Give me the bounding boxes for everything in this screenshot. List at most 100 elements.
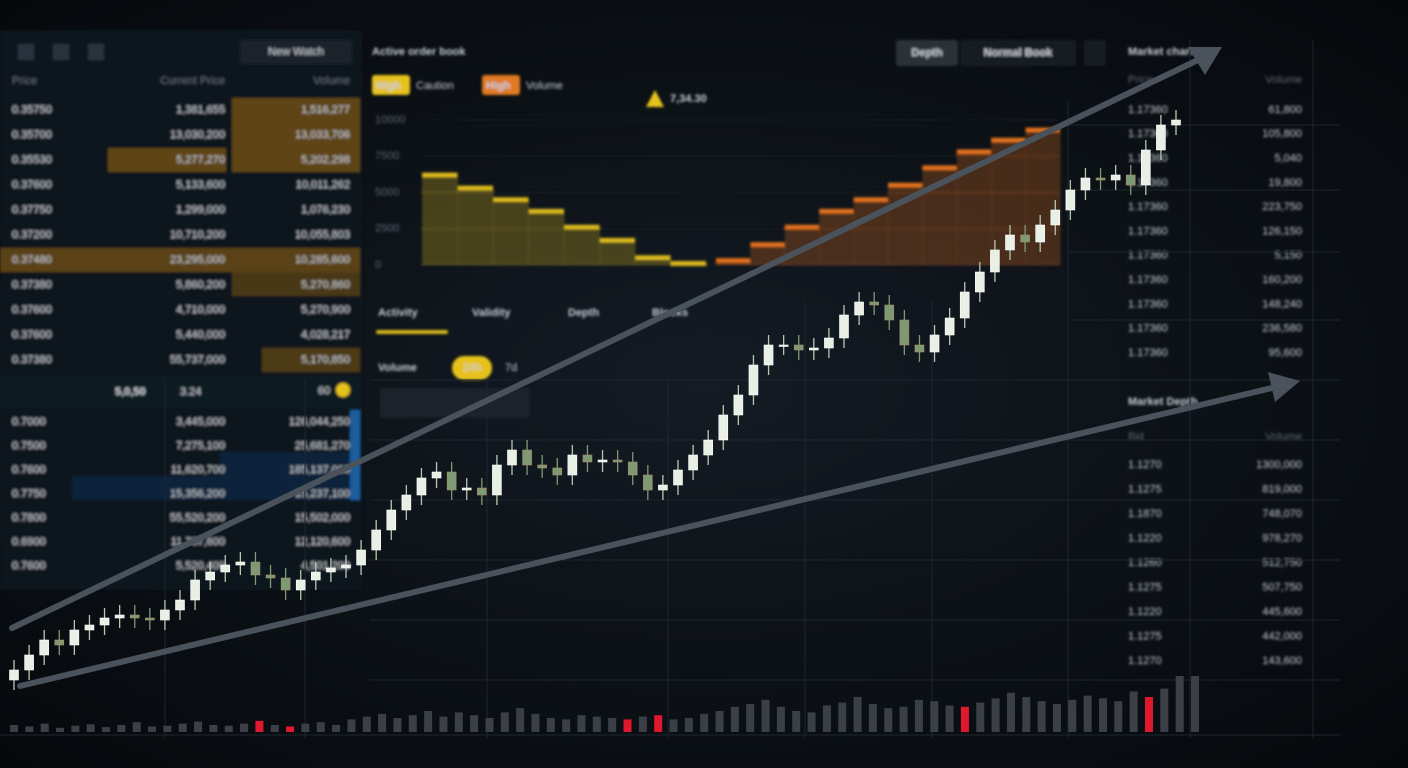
- ask-cell: 0.37380: [12, 354, 52, 366]
- tab[interactable]: Depth: [568, 307, 599, 319]
- order-book-title: Active order book: [372, 46, 466, 58]
- volume-bar: [132, 722, 141, 732]
- ask-cell: 0.37600: [12, 329, 52, 341]
- price-cell: 1.17360: [1128, 298, 1168, 310]
- bid-cell: 0.7000: [12, 416, 46, 428]
- tab[interactable]: Validity: [472, 307, 511, 319]
- legend-tag-bg: [482, 75, 520, 95]
- volume-cell: 105,800: [1262, 128, 1302, 140]
- candle-body: [703, 439, 713, 456]
- candle-body: [839, 314, 849, 339]
- volume-cell: 223,750: [1262, 201, 1302, 213]
- mid-price: 5,0,50: [115, 386, 146, 398]
- candle-body: [145, 617, 155, 621]
- bid-cell: 15,237,100: [295, 488, 350, 500]
- ask-cell: 23,295,000: [170, 254, 225, 266]
- mid-tag: 60: [318, 385, 330, 397]
- volume-bar: [1022, 697, 1031, 732]
- ask-cell: 1,299,000: [176, 204, 225, 216]
- candle-body: [929, 334, 940, 353]
- button-bg: [896, 40, 958, 66]
- volume-bar: [71, 725, 80, 732]
- icon[interactable]: [18, 44, 34, 60]
- last-price: 7,34.30: [670, 93, 707, 105]
- view-button[interactable]: Normal Book: [984, 47, 1053, 59]
- bid-cell: 15,356,200: [170, 488, 225, 500]
- volume-bar: [899, 706, 908, 732]
- candle-body: [160, 609, 170, 621]
- candle-body: [537, 464, 547, 469]
- ask-cell: 5,133,600: [176, 179, 225, 191]
- candle-body: [84, 624, 95, 631]
- volume-bar: [1191, 676, 1199, 732]
- candle-body: [326, 567, 336, 573]
- view-button[interactable]: Depth: [911, 47, 942, 59]
- volume-cell: 126,150: [1262, 225, 1302, 237]
- volume-bar: [286, 726, 295, 732]
- highlight-bar: [232, 272, 360, 296]
- volume-option[interactable]: 7d: [505, 362, 517, 374]
- tab-underline: [376, 330, 448, 334]
- bid-cell: 0.6900: [12, 536, 46, 548]
- bids-depth: [422, 172, 707, 267]
- volume-bar: [838, 702, 847, 732]
- watch-dropdown[interactable]: [240, 40, 352, 64]
- candle-body: [884, 304, 895, 321]
- tab[interactable]: Activity: [378, 307, 419, 319]
- volume-bar: [884, 708, 893, 732]
- market-chart-title: Market chart: [1128, 46, 1194, 58]
- bid-cell: 55,520,200: [170, 512, 225, 524]
- volume-bar: [960, 706, 969, 732]
- volume-bar: [117, 725, 126, 732]
- price-cell: 1.17360: [1128, 104, 1168, 116]
- price-cell: 1.17360: [1128, 225, 1168, 237]
- candle-body: [793, 344, 804, 351]
- ask-cell: 5,270,860: [301, 279, 350, 291]
- candle-body: [129, 614, 140, 619]
- candle-body: [990, 249, 1000, 273]
- volume-bar: [1144, 697, 1153, 732]
- candle-body: [975, 271, 985, 293]
- volume-bar: [807, 712, 816, 732]
- candle-body: [99, 617, 110, 626]
- highlight-bar: [232, 98, 360, 172]
- candle-body: [431, 471, 442, 479]
- volume-bar: [1006, 692, 1015, 732]
- candle-body: [1171, 119, 1181, 126]
- candle-body: [492, 464, 502, 496]
- watch-label[interactable]: New Watch: [268, 46, 324, 58]
- candle-body: [944, 317, 955, 336]
- candle-body: [39, 639, 49, 656]
- volume-bar: [332, 725, 341, 732]
- volume-option[interactable]: 24h: [463, 362, 481, 374]
- legend-tag: High: [376, 80, 401, 92]
- candle-body: [733, 394, 744, 416]
- bid-cell: 1.1275: [1128, 581, 1162, 593]
- volume-bar: [1052, 704, 1061, 732]
- volume-bar: [654, 715, 663, 732]
- column-header: Price: [12, 75, 37, 87]
- icon[interactable]: [53, 44, 69, 60]
- mid-row: [0, 376, 360, 408]
- candle-body: [1065, 189, 1076, 211]
- volume-bar: [546, 718, 555, 732]
- candle-body: [763, 344, 774, 366]
- lower-trend-line: [17, 384, 1279, 689]
- candle-body: [220, 564, 231, 573]
- volume-bar: [1083, 695, 1092, 732]
- ask-cell: 4,710,000: [176, 304, 225, 316]
- bid-cell: 11,620,700: [171, 464, 225, 476]
- candle-body: [854, 301, 864, 316]
- upper-trend-line: [9, 57, 1201, 631]
- depth-step: [528, 211, 565, 265]
- bid-cell: 1.1270: [1128, 459, 1162, 471]
- volume-bar: [776, 706, 785, 732]
- y-tick-label: 0: [375, 259, 381, 271]
- ask-cell: 10,285,600: [295, 254, 350, 266]
- icon[interactable]: [88, 44, 104, 60]
- volume-bar: [623, 719, 632, 732]
- ask-cell: 5,440,000: [176, 329, 225, 341]
- candle-body: [1005, 234, 1015, 251]
- volume-bar: [1175, 676, 1184, 732]
- candle-body: [552, 467, 563, 476]
